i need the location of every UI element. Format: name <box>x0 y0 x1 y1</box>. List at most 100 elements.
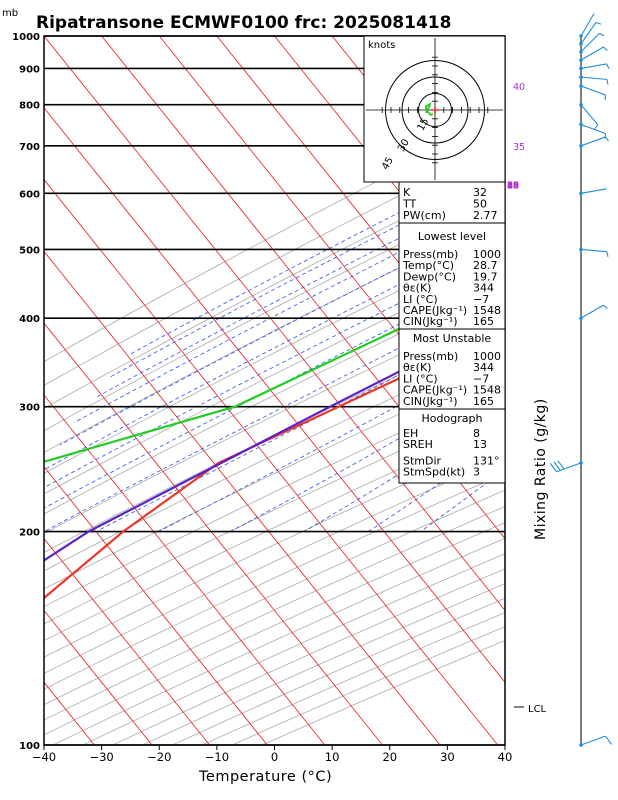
lowest-level-row-label: Temp(°C) <box>402 259 454 272</box>
wind-barb-flag <box>549 463 558 473</box>
hodograph: knots 15 30 45 <box>363 35 506 183</box>
mixing-ratio-label: 20 <box>507 180 519 191</box>
wind-barb-staff <box>580 248 607 253</box>
most-unstable-row-value: 165 <box>473 395 494 408</box>
lowest-level-row-value: 1000 <box>473 248 501 261</box>
dry-adiabat <box>44 472 505 690</box>
isotherm <box>44 322 383 745</box>
wind-barb <box>579 63 610 71</box>
wind-barb <box>579 46 608 62</box>
wind-barb-half-flag <box>599 32 605 37</box>
wind-barb-half-flag <box>606 63 610 69</box>
dry-adiabat <box>44 116 505 363</box>
dry-adiabat <box>44 506 505 721</box>
isotherm <box>101 36 505 540</box>
hodograph-stats-row-label: StmSpd(kt) <box>403 466 465 479</box>
isotherm <box>44 394 326 745</box>
most-unstable-row-value: 1000 <box>473 350 501 363</box>
lowest-level-row-value: 28.7 <box>473 259 498 272</box>
wind-barb-half-flag <box>595 21 602 25</box>
wind-barb <box>579 735 613 747</box>
wind-barb-half-flag <box>603 304 608 310</box>
most-unstable-header: Most Unstable <box>413 332 492 345</box>
lowest-level-row-label: Press(mb) <box>403 248 458 261</box>
wind-barb-half-flag <box>606 251 609 257</box>
wind-barb-staff <box>580 124 606 134</box>
pressure-tick-label: 200 <box>19 528 40 539</box>
moist-adiabat <box>128 158 505 356</box>
isotherm <box>44 466 268 745</box>
chart-title: Ripatransone ECMWF0100 frc: 2025081418 <box>36 13 451 33</box>
pressure-tick-label: 600 <box>19 189 40 200</box>
mixing-ratio-label: 25 <box>507 180 519 191</box>
most-unstable-row-label: CIN(Jkg⁻¹) <box>403 395 458 408</box>
wind-barb <box>579 136 609 148</box>
mixing-ratio-label: 40 <box>513 82 525 93</box>
x-tick-label: −30 <box>89 750 113 764</box>
wind-barb-staff <box>580 735 606 746</box>
isotherm <box>44 178 499 745</box>
index-value: 50 <box>473 198 487 211</box>
dry-adiabat <box>44 215 505 453</box>
x-tick-label: 30 <box>440 750 455 764</box>
moist-adiabat <box>59 213 505 446</box>
wind-barbs <box>549 13 613 747</box>
wind-barb-half-flag <box>594 124 599 130</box>
hodograph-stats-row-label: EH <box>403 427 418 440</box>
dry-adiabat <box>44 420 505 642</box>
indices-frame <box>398 181 506 484</box>
wind-barb-half-flag <box>604 136 609 142</box>
wind-barb-flag <box>604 735 613 745</box>
dry-adiabat <box>52 537 505 745</box>
index-label: K <box>403 186 411 199</box>
pressure-tick-label: 1000 <box>12 32 40 43</box>
index-label: TT <box>402 198 417 211</box>
mixing-ratio-label: 30 <box>507 180 519 191</box>
wind-barb <box>579 32 605 54</box>
moist-adiabat <box>44 248 505 489</box>
dry-adiabat <box>82 553 505 745</box>
lowest-level-row-value: 165 <box>473 315 494 328</box>
wind-barb-staff <box>580 85 606 96</box>
isotherm <box>44 609 153 745</box>
mixing-ratio-label: 14 <box>507 180 519 191</box>
wind-barb-staff <box>580 33 600 53</box>
mixing-ratio-label: 35 <box>513 142 525 153</box>
wind-barb-flag <box>557 460 565 470</box>
hodograph-trace <box>424 102 434 116</box>
mixing-ratio-axis-label: Mixing Ratio (g/kg) <box>533 398 549 540</box>
wind-barb <box>579 21 602 46</box>
parcel-curve <box>44 316 505 562</box>
index-value: 2.77 <box>473 209 498 222</box>
x-tick-label: 20 <box>382 750 397 764</box>
wind-barb <box>579 247 609 257</box>
x-tick-label: −40 <box>32 750 56 764</box>
hodograph-stats-row-value: 13 <box>473 438 487 451</box>
dry-adiabat <box>44 167 505 409</box>
most-unstable-row-value: 1548 <box>473 384 501 397</box>
hodograph-label: knots <box>368 40 395 51</box>
most-unstable-row-label: LI (°C) <box>403 372 438 385</box>
index-label: PW(cm) <box>403 209 446 222</box>
lcl-label: LCL <box>528 704 547 715</box>
moist-adiabat <box>44 291 505 532</box>
wind-barb <box>579 84 606 101</box>
lowest-level-row-label: Dewp(°C) <box>403 270 456 283</box>
dry-adiabat <box>44 402 505 625</box>
background-lines <box>44 36 505 745</box>
x-axis-label: Temperature (°C) <box>198 769 332 785</box>
isotherm <box>44 250 441 745</box>
dry-adiabat <box>44 192 505 432</box>
wind-barb-staff <box>556 462 582 473</box>
indices-text: K 32 TT 50 PW(cm) 2.77 Lowest level Press(mb) 10… <box>402 186 501 479</box>
pressure-unit-label: mb <box>2 8 18 19</box>
mixing-ratio-label: 2 <box>507 180 513 191</box>
wind-barb-staff <box>580 104 599 125</box>
mixing-ratio-label: 12 <box>507 180 519 191</box>
wind-barb <box>579 188 607 196</box>
wind-barb <box>579 102 599 130</box>
dry-adiabat <box>44 261 505 495</box>
